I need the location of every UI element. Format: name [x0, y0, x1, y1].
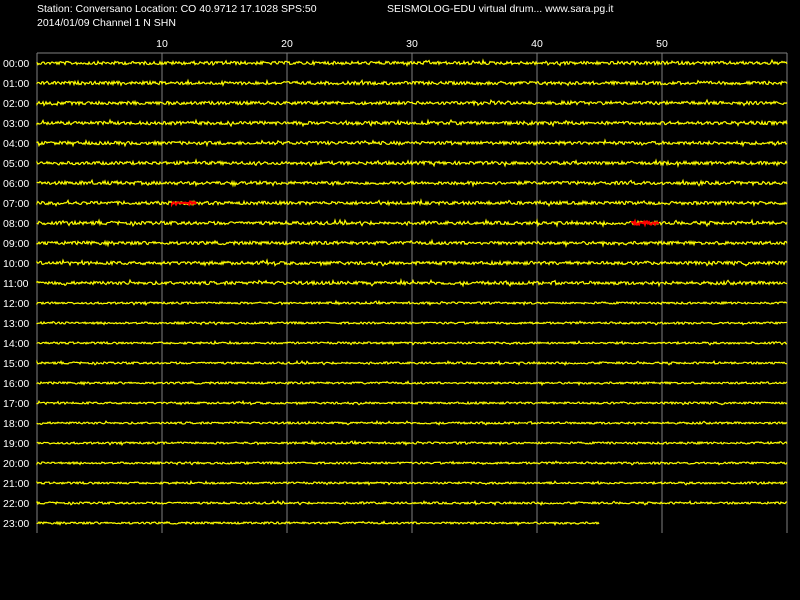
trace-2000: [36, 460, 788, 466]
hour-label: 17:00: [3, 398, 29, 410]
trace-0900: [36, 238, 788, 248]
station-info: Station: Conversano Location: CO 40.9712…: [37, 3, 317, 15]
trace-2200: [36, 499, 788, 507]
minute-tick-label: 40: [531, 38, 543, 50]
hour-label: 05:00: [3, 158, 29, 170]
trace-0600: [36, 178, 788, 188]
hour-label: 21:00: [3, 478, 29, 490]
date-channel-info: 2014/01/09 Channel 1 N SHN: [37, 17, 176, 29]
trace-1500: [36, 359, 788, 367]
hour-label: 10:00: [3, 258, 29, 270]
drum-title: SEISMOLOG-EDU virtual drum... www.sara.p…: [387, 3, 614, 15]
hour-label: 23:00: [3, 518, 29, 530]
trace-1200: [36, 299, 788, 307]
hour-label: 11:00: [3, 278, 29, 290]
trace-0300: [36, 118, 788, 128]
hour-label: 14:00: [3, 338, 29, 350]
trace-0800: [36, 218, 788, 228]
hour-label: 12:00: [3, 298, 29, 310]
trace-1600: [36, 380, 788, 387]
trace-2300: [36, 520, 600, 527]
trace-0200: [36, 98, 788, 107]
trace-0700: [36, 198, 788, 208]
hour-label: 03:00: [3, 118, 29, 130]
trace-1800: [36, 419, 788, 426]
trace-1400: [36, 339, 788, 346]
minute-tick-label: 50: [656, 38, 668, 50]
trace-0100: [36, 78, 788, 87]
hour-label: 07:00: [3, 198, 29, 210]
minute-tick-label: 20: [281, 38, 293, 50]
hour-label: 01:00: [3, 78, 29, 90]
hour-label: 09:00: [3, 238, 29, 250]
trace-1300: [36, 320, 788, 326]
trace-0400: [36, 138, 788, 148]
hour-label: 00:00: [3, 58, 29, 70]
trace-1700: [36, 399, 788, 406]
trace-1000: [36, 258, 788, 267]
hour-label: 04:00: [3, 138, 29, 150]
trace-2100: [36, 479, 788, 486]
trace-1100: [36, 278, 788, 288]
event-marker: [631, 218, 660, 228]
hour-label: 08:00: [3, 218, 29, 230]
hour-label: 15:00: [3, 358, 29, 370]
minute-tick-label: 10: [156, 38, 168, 50]
trace-0500: [36, 158, 788, 168]
hour-label: 16:00: [3, 378, 29, 390]
hour-label: 02:00: [3, 98, 29, 110]
hour-label: 19:00: [3, 438, 29, 450]
hour-label: 20:00: [3, 458, 29, 470]
hour-label: 22:00: [3, 498, 29, 510]
event-marker: [171, 200, 197, 208]
trace-0000: [36, 58, 788, 68]
minute-tick-label: 30: [406, 38, 418, 50]
trace-1900: [36, 439, 788, 447]
hour-label: 06:00: [3, 178, 29, 190]
hour-label: 18:00: [3, 418, 29, 430]
hour-label: 13:00: [3, 318, 29, 330]
